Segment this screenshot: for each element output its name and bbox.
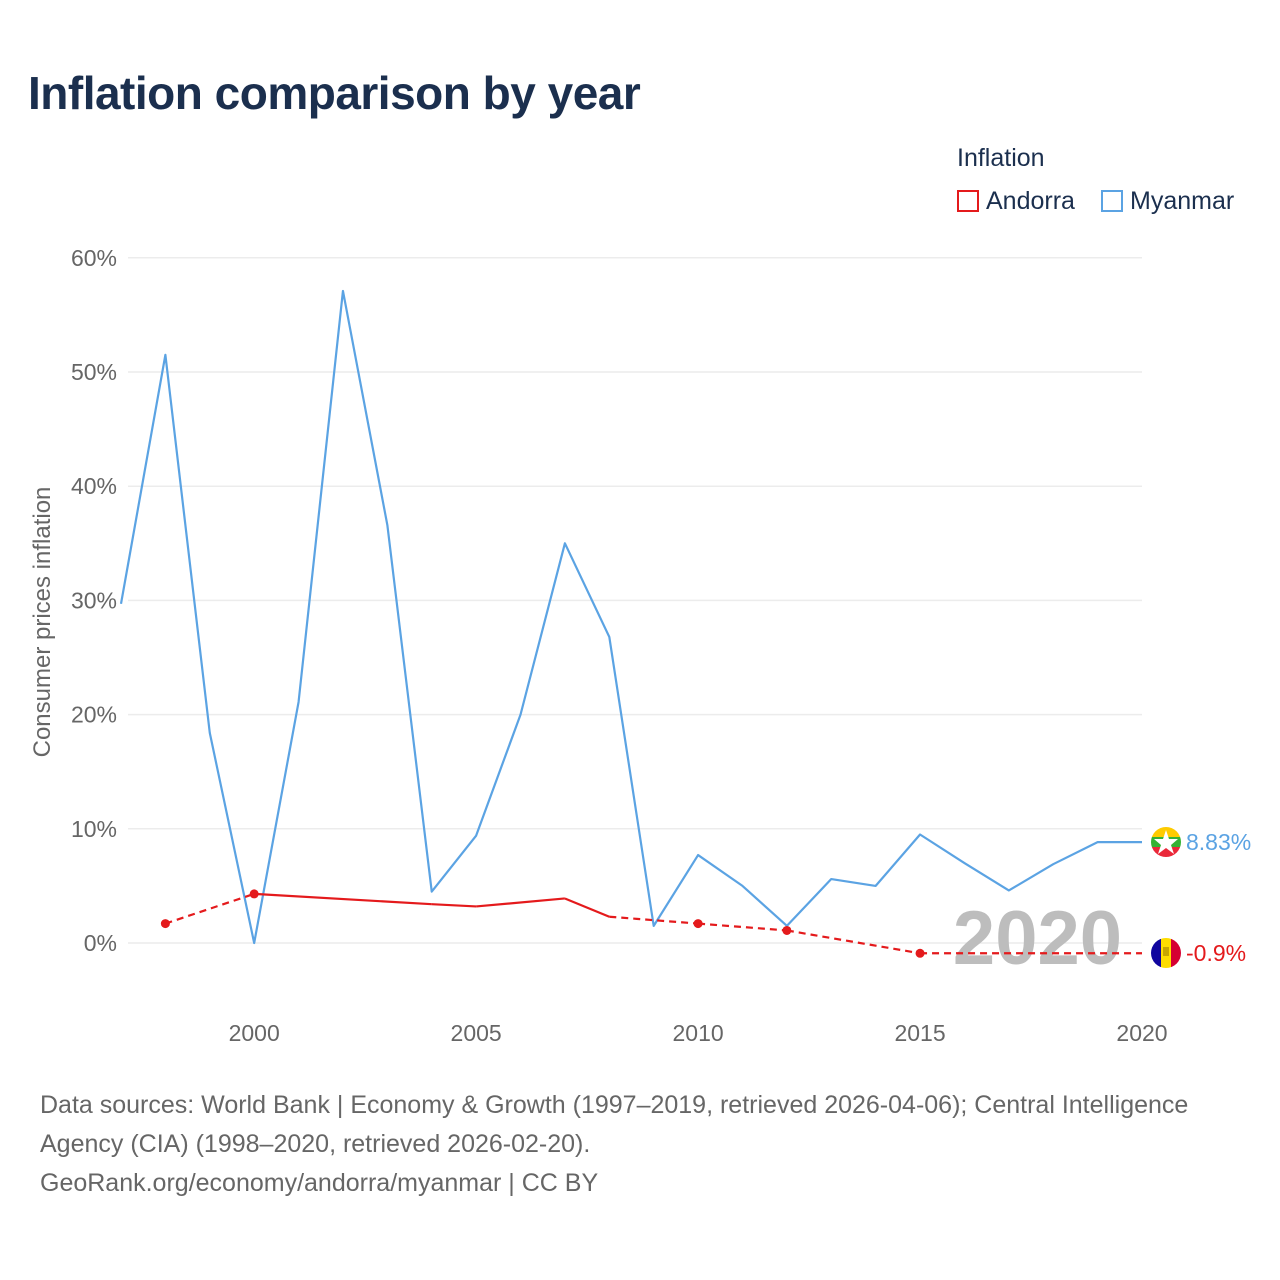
andorra-point-2010: [693, 919, 703, 929]
myanmar-flag-icon: [1151, 827, 1181, 857]
x-tick-label-2015: 2015: [894, 1020, 945, 1046]
andorra-segment-2010-2012: [698, 922, 787, 932]
series-lines: [119, 289, 1142, 958]
y-tick-label-10: 10%: [71, 816, 117, 842]
andorra-segment-2012-2015: [786, 929, 921, 955]
x-tick-label-2010: 2010: [673, 1020, 724, 1046]
y-tick-label-20: 20%: [71, 702, 117, 728]
inflation-line-chart: 0% 10% 20% 30% 40% 50% 60% 2000 2005 2010 2015 202…: [29, 245, 1251, 1046]
y-tick-label-60: 60%: [71, 245, 117, 271]
andorra-segment-2008-2010: [609, 915, 699, 925]
andorra-point-2000: [249, 889, 259, 899]
credit-link[interactable]: GeoRank.org/economy/andorra/myanmar | CC…: [40, 1169, 599, 1197]
andorra-segment-2004-2005: [431, 903, 477, 908]
y-tick-label-50: 50%: [71, 359, 117, 385]
grid-lines: [128, 257, 1142, 944]
myanmar-line: [119, 289, 1142, 945]
legend-label-andorra: Andorra: [986, 186, 1075, 215]
legend-title: Inflation: [957, 144, 1045, 172]
y-tick-label-30: 30%: [71, 587, 117, 613]
legend-label-myanmar: Myanmar: [1130, 186, 1235, 215]
y-tick-label-0: 0%: [84, 930, 117, 956]
y-tick-label-40: 40%: [71, 473, 117, 499]
chart-title: Inflation comparison by year: [28, 67, 641, 119]
x-axis-ticks: 2000 2005 2010 2015 2020: [229, 1020, 1168, 1046]
andorra-end-label: -0.9%: [1186, 940, 1246, 966]
legend-item-myanmar[interactable]: Myanmar: [1101, 186, 1234, 216]
andorra-point-2012: [782, 925, 792, 935]
myanmar-end-label: 8.83%: [1186, 829, 1251, 855]
year-watermark: 2020: [953, 896, 1122, 981]
legend-swatch-myanmar: [1101, 190, 1123, 212]
legend-item-andorra[interactable]: Andorra: [957, 186, 1075, 216]
andorra-segment-2000-2004: [254, 892, 432, 906]
footer: Data sources: World Bank | Economy & Gro…: [40, 1086, 1250, 1203]
andorra-segment-1998-2000: [165, 892, 255, 925]
x-tick-label-2000: 2000: [229, 1020, 280, 1046]
andorra-segment-2005-2007: [476, 897, 566, 908]
andorra-point-1998: [160, 919, 170, 929]
y-axis-ticks: 0% 10% 20% 30% 40% 50% 60%: [71, 245, 117, 956]
data-sources-text: Data sources: World Bank | Economy & Gro…: [40, 1091, 1189, 1158]
andorra-flag-icon: [1151, 938, 1181, 968]
x-tick-label-2020: 2020: [1116, 1020, 1167, 1046]
x-tick-label-2005: 2005: [451, 1020, 502, 1046]
andorra-point-2015: [915, 948, 925, 958]
legend-swatch-andorra: [957, 190, 979, 212]
andorra-segment-2007-2008: [564, 897, 610, 918]
y-axis-label: Consumer prices inflation: [29, 487, 56, 758]
